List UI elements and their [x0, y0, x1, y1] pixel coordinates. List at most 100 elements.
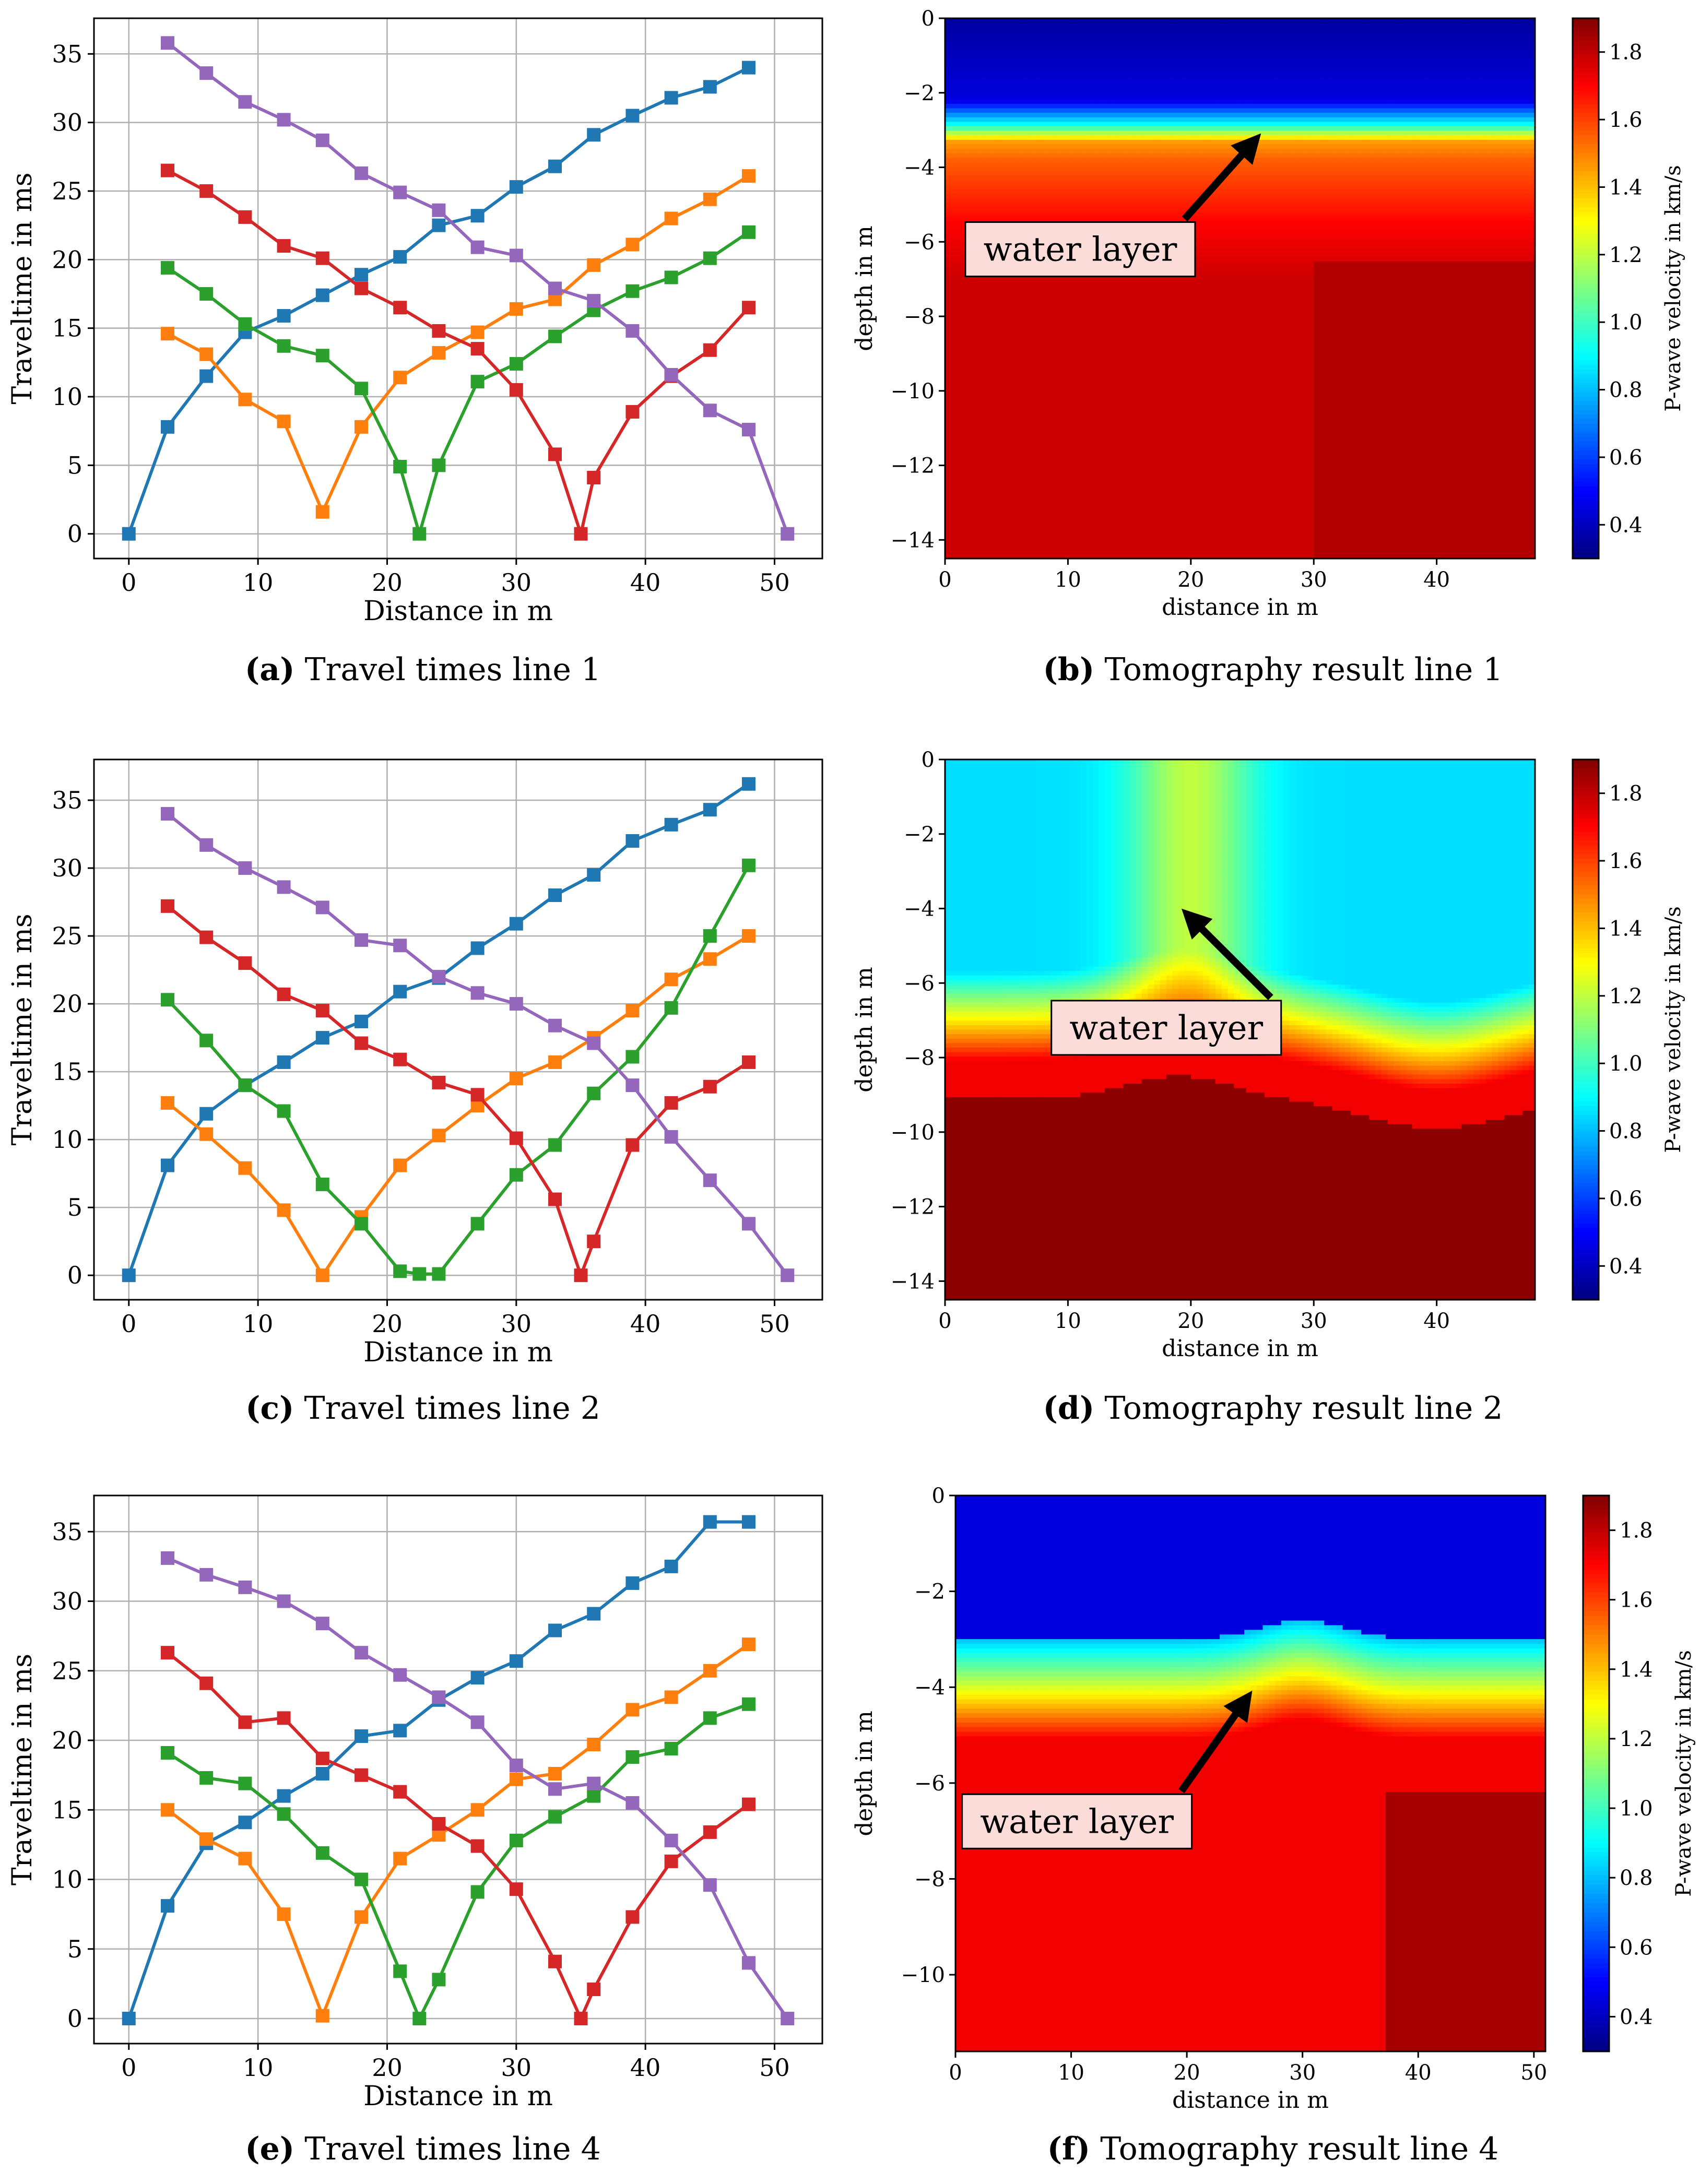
heat-cell [1025, 149, 1032, 154]
heat-cell [1049, 185, 1056, 190]
heat-cell [957, 225, 964, 230]
heat-cell [1400, 234, 1407, 240]
heat-cell [975, 144, 983, 149]
heat-cell [1129, 113, 1136, 118]
heat-cell [1418, 86, 1425, 91]
heat-cell [1504, 225, 1511, 230]
heat-cell [1516, 130, 1524, 136]
heat-cell [1301, 203, 1308, 208]
heat-cell [1141, 194, 1149, 199]
data-point [393, 185, 407, 199]
heat-cell [1289, 86, 1296, 91]
heat-cell [1000, 122, 1007, 127]
heat-cell [945, 113, 952, 118]
heat-cell [1258, 90, 1265, 96]
heat-cell [1227, 180, 1234, 185]
heat-cell [1258, 243, 1265, 248]
heat-cell [963, 153, 970, 158]
y-tick-label: 30 [52, 109, 82, 137]
heat-cell [1394, 108, 1400, 113]
heat-cell [1154, 99, 1161, 104]
heat-cell [1086, 130, 1093, 136]
heat-cell [1449, 144, 1456, 149]
heat-cell [1418, 50, 1425, 55]
heat-cell [1394, 126, 1400, 132]
heat-cell [1265, 81, 1271, 86]
heat-cell [1356, 31, 1364, 37]
heat-cell [1265, 171, 1271, 176]
heat-cell [1209, 171, 1216, 176]
heat-cell [1178, 81, 1185, 86]
heat-cell [1258, 50, 1265, 55]
heat-cell [1166, 67, 1173, 73]
heat-cell [1025, 175, 1032, 181]
heat-cell [1516, 135, 1524, 140]
heat-cell [1510, 108, 1517, 113]
heat-cell [1467, 77, 1474, 82]
heat-cell [963, 72, 970, 77]
heat-cell [951, 103, 958, 109]
heat-cell [1363, 153, 1370, 158]
heat-cell [1369, 185, 1376, 190]
heat-cell [1019, 41, 1025, 46]
heat-cell [1105, 94, 1112, 100]
heat-cell [1135, 180, 1142, 185]
heat-cell [1172, 18, 1179, 23]
heat-cell [1326, 27, 1333, 32]
heat-cell [970, 144, 976, 149]
heat-cell [1025, 113, 1032, 118]
heat-cell [1203, 180, 1210, 185]
heat-cell [1092, 167, 1099, 172]
heat-cell [1105, 135, 1112, 140]
series-5 [160, 36, 795, 541]
heat-cell [1381, 216, 1388, 221]
heat-cell [1258, 54, 1265, 60]
heat-cell [982, 108, 988, 113]
heat-cell [1209, 158, 1216, 163]
heat-cell [1332, 149, 1339, 154]
heat-cell [1443, 67, 1449, 73]
heat-cell [1412, 207, 1419, 212]
heat-cell [1332, 135, 1339, 140]
heat-cell [1129, 67, 1136, 73]
heat-cell [1086, 50, 1093, 55]
heat-cell [1000, 180, 1007, 185]
data-point [432, 458, 446, 472]
heat-cell [1394, 185, 1400, 190]
heat-cell [1522, 180, 1529, 185]
heat-cell [1105, 58, 1112, 64]
heat-cell [1338, 27, 1345, 32]
heat-cell [1443, 130, 1449, 136]
heat-cell [1129, 167, 1136, 172]
heat-cell [1387, 158, 1394, 163]
heat-cell [1529, 90, 1536, 96]
heat-cell [1510, 113, 1517, 118]
heat-cell [1344, 86, 1351, 91]
heat-cell [1326, 158, 1333, 163]
heat-cell [1461, 77, 1468, 82]
heat-cell [1227, 216, 1234, 221]
heat-cell [988, 158, 995, 163]
heat-cell [1369, 130, 1376, 136]
heat-cell [1006, 54, 1013, 60]
heat-cell [970, 94, 976, 100]
heat-cell [1406, 198, 1413, 204]
heat-cell [1043, 198, 1050, 204]
heat-cell [1246, 230, 1253, 235]
heat-cell [1221, 36, 1229, 41]
heat-cell [1154, 67, 1161, 73]
heat-cell [1227, 54, 1234, 60]
heat-cell [1455, 117, 1462, 122]
heat-cell [1172, 117, 1179, 122]
heat-cell [1332, 81, 1339, 86]
heat-cell [1283, 117, 1290, 122]
heat-cell [1221, 203, 1229, 208]
heat-cell [1000, 171, 1007, 176]
heat-cell [1086, 126, 1093, 132]
heat-cell [1400, 211, 1407, 217]
heat-cell [1172, 194, 1179, 199]
heat-cell [1105, 194, 1112, 199]
heat-cell [1492, 175, 1498, 181]
heat-cell [1209, 90, 1216, 96]
heat-cell [1430, 153, 1437, 158]
